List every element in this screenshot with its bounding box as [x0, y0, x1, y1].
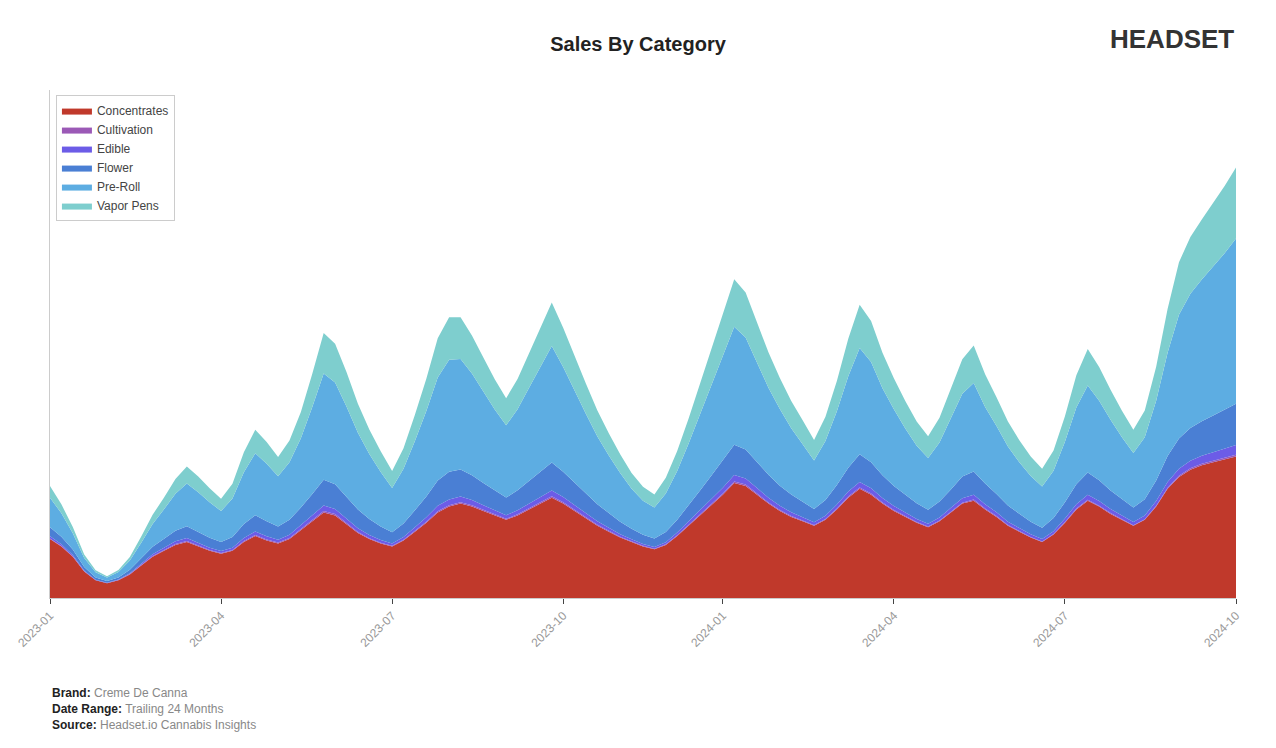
svg-text:Flower: Flower	[97, 161, 133, 175]
svg-text:2023-10: 2023-10	[528, 609, 569, 650]
svg-text:2024-04: 2024-04	[859, 609, 900, 650]
svg-text:2023-04: 2023-04	[186, 609, 227, 650]
svg-text:2024-07: 2024-07	[1030, 609, 1071, 650]
svg-text:Edible: Edible	[97, 142, 131, 156]
svg-text:2023-07: 2023-07	[357, 609, 398, 650]
svg-text:HEADSET: HEADSET	[1110, 24, 1234, 54]
svg-text:2023-01: 2023-01	[15, 609, 56, 650]
svg-text:2024-10: 2024-10	[1201, 609, 1242, 650]
svg-text:Pre-Roll: Pre-Roll	[97, 180, 140, 194]
svg-text:Vapor Pens: Vapor Pens	[97, 199, 159, 213]
svg-text:Date Range: Trailing 24 Months: Date Range: Trailing 24 Months	[52, 702, 223, 716]
svg-text:2024-01: 2024-01	[688, 609, 729, 650]
svg-text:Cultivation: Cultivation	[97, 123, 153, 137]
svg-text:Source: Headset.io Cannabis In: Source: Headset.io Cannabis Insights	[52, 718, 256, 732]
svg-text:Concentrates: Concentrates	[97, 104, 168, 118]
svg-text:Brand: Creme De Canna: Brand: Creme De Canna	[52, 686, 188, 700]
svg-text:Sales By Category: Sales By Category	[550, 33, 727, 55]
